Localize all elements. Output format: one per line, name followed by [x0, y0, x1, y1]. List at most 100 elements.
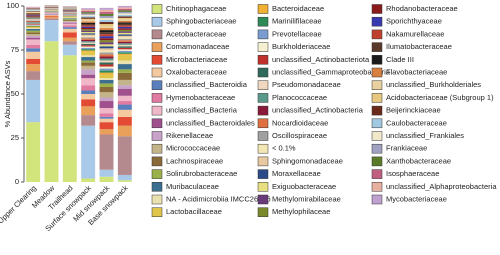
bar-segment: [81, 178, 96, 182]
legend-label: Methylophilaceae: [272, 207, 330, 216]
legend-label: Methylomirabilaceae: [272, 194, 341, 203]
bar-segment: [81, 37, 96, 39]
bar-segment: [62, 16, 77, 18]
legend-label: Lactobacillaceae: [166, 207, 222, 216]
bar-segment: [99, 44, 114, 47]
bar-segment: [62, 28, 77, 33]
bar-segment: [99, 113, 114, 117]
legend-swatch: [371, 118, 383, 129]
bar-segment: [99, 79, 114, 84]
legend-label: Nocardioidaceae: [272, 118, 328, 127]
bar-segment: [99, 30, 114, 33]
legend-label: Lachnospiraceae: [166, 156, 223, 165]
legend-swatch: [371, 29, 383, 40]
bar-segment: [44, 13, 59, 15]
bar-segment: [81, 25, 96, 27]
legend-label: Burkholderiaceae: [272, 42, 330, 51]
legend-swatch: [151, 105, 163, 116]
bar-segment: [81, 28, 96, 30]
bar-segment: [26, 51, 41, 59]
bar-segment: [26, 19, 41, 20]
bar-segment: [117, 72, 132, 80]
bar-segment: [26, 8, 41, 10]
bar-segment: [99, 86, 114, 93]
bar-segment: [26, 44, 41, 49]
bar-segment: [44, 14, 59, 16]
bar-segment: [26, 48, 41, 52]
bar-segment: [26, 22, 41, 23]
bar-segment: [117, 32, 132, 35]
legend-label: Xanthobacteraceae: [386, 156, 451, 165]
legend-swatch: [257, 93, 269, 103]
bar-segment: [62, 18, 77, 20]
legend-label: Nakamurellaceae: [386, 29, 444, 38]
bar-segment: [99, 19, 114, 23]
bar-segment: [62, 17, 77, 19]
bar-segment: [81, 10, 96, 13]
bar-segment: [117, 104, 132, 110]
bar-segment: [81, 33, 96, 35]
legend-label: unclassified_Bacteroidales: [166, 118, 255, 127]
legend-swatch: [371, 194, 383, 205]
legend-swatch: [371, 131, 383, 141]
bar-segment: [81, 13, 96, 15]
legend-label: < 0.1%: [272, 144, 296, 153]
bar-segment: [81, 50, 96, 52]
bar-segment: [81, 39, 96, 42]
bar-segment: [99, 58, 114, 61]
bar-segment: [117, 20, 132, 23]
bar-segment: [99, 116, 114, 119]
bar-segment: [62, 32, 77, 38]
legend-swatch: [257, 4, 269, 14]
legend-label: unclassified_Burkholderiales: [386, 80, 481, 89]
legend-label: unclassified_Actinobacteriota: [272, 55, 370, 64]
legend-swatch: [371, 16, 383, 27]
bar-segment: [62, 21, 77, 23]
bar-segment: [117, 109, 132, 117]
legend-swatch: [371, 93, 383, 103]
bar-segment: [117, 136, 132, 175]
bar-segment: [81, 115, 96, 126]
bar-segment: [26, 35, 41, 38]
bar-segment: [99, 7, 114, 10]
bar-segment: [26, 14, 41, 16]
bar-segment: [99, 176, 114, 182]
legend-label: unclassified_Frankiales: [386, 131, 464, 140]
bar-segment: [117, 7, 132, 9]
legend-label: NA - Acidimicrobiia IMCC26256: [166, 194, 271, 203]
legend-label: Sphingobacteriaceae: [166, 17, 236, 26]
bar-segment: [99, 36, 114, 39]
legend-swatch: [257, 143, 269, 154]
bar-segment: [117, 46, 132, 48]
bar-segment: [81, 31, 96, 34]
legend-swatch: [257, 42, 269, 52]
bar-segment: [26, 24, 41, 25]
bar-segment: [26, 8, 41, 9]
legend-swatch: [151, 4, 163, 14]
bar-segment: [81, 12, 96, 14]
bar-segment: [81, 18, 96, 21]
bar-segment: [81, 14, 96, 17]
legend-label: Pseudomonadaceae: [272, 80, 341, 89]
bar-segment: [26, 39, 41, 45]
legend-swatch: [257, 156, 269, 167]
bar-segment: [62, 25, 77, 28]
bar-segment: [44, 15, 59, 17]
bar-segment: [62, 37, 77, 42]
bar-segment: [26, 23, 41, 25]
bar-segment: [81, 94, 96, 100]
bar-segment: [81, 16, 96, 18]
bar-segment: [99, 68, 114, 71]
bar-segment: [81, 38, 96, 40]
legend-label: Prevotellaceae: [272, 29, 322, 38]
legend-swatch: [151, 55, 163, 65]
legend-swatch: [371, 156, 383, 167]
bar-segment: [26, 27, 41, 28]
legend-label: Rikenellaceae: [166, 131, 213, 140]
bar-segment: [99, 32, 114, 35]
bar-segment: [81, 99, 96, 107]
bar-segment: [81, 24, 96, 26]
legend-swatch: [151, 143, 163, 154]
bar-segment: [26, 11, 41, 13]
